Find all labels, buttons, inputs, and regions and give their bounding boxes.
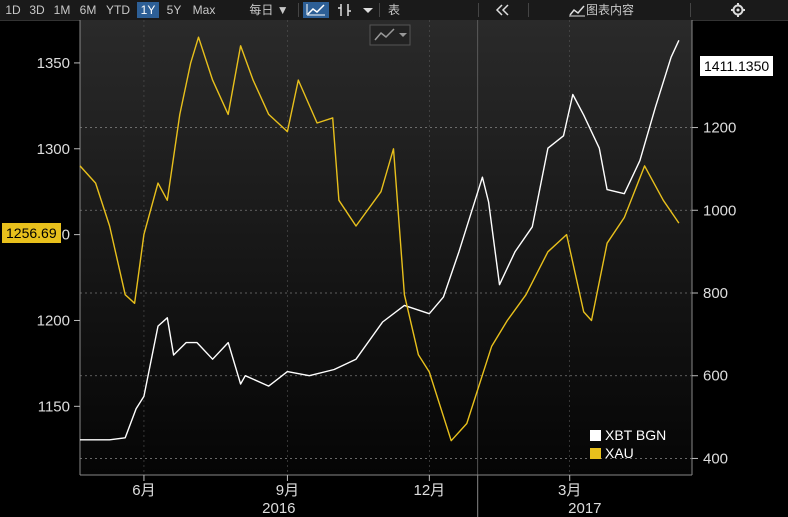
period-button-6m[interactable]: 6M xyxy=(79,3,97,17)
frequency-dropdown[interactable]: 每日 ▼ xyxy=(249,3,289,17)
right-tick-label: 1200 xyxy=(703,120,736,137)
gear-icon[interactable] xyxy=(729,2,747,18)
dropdown-arrow-icon[interactable] xyxy=(360,2,376,18)
chart-contents-button[interactable]: 图表内容 xyxy=(568,2,648,18)
legend-label-xau: XAU xyxy=(605,445,634,461)
legend: XBT BGN XAU xyxy=(590,426,666,462)
x-tick-label: 6月 xyxy=(132,482,155,499)
last-value-badge-xau: 1256.69 xyxy=(2,223,61,243)
bar-chart-icon[interactable] xyxy=(334,2,356,18)
toolbar-divider xyxy=(528,3,529,17)
table-button[interactable]: 表 xyxy=(387,3,400,17)
toolbar-divider xyxy=(690,3,691,17)
toolbar-divider xyxy=(478,3,479,17)
chart-contents-label: 图表内容 xyxy=(586,3,635,17)
period-button-1m[interactable]: 1M xyxy=(53,3,71,17)
left-tick-label: 1300 xyxy=(37,141,70,158)
series-line-xbt-bgn xyxy=(80,40,680,441)
left-tick-label: 1200 xyxy=(37,312,70,329)
collapse-arrows-icon[interactable] xyxy=(493,2,513,18)
toolbar-divider xyxy=(379,3,380,17)
x-tick-label: 9月 xyxy=(276,482,299,499)
period-button-1d[interactable]: 1D xyxy=(5,3,21,17)
right-tick-label: 600 xyxy=(703,368,728,385)
right-tick-label: 800 xyxy=(703,285,728,302)
left-tick-label: 1150 xyxy=(38,398,70,415)
legend-swatch-xau xyxy=(590,447,601,459)
toolbar: 1D 3D 1M 6M YTD 1Y 5Y Max 每日 ▼ 表 图表内容 xyxy=(0,0,788,21)
period-button-1y[interactable]: 1Y xyxy=(137,2,159,18)
chart-type-selector[interactable] xyxy=(369,24,411,46)
legend-label-xbt: XBT BGN xyxy=(605,427,667,443)
legend-item-xau[interactable]: XAU xyxy=(590,444,666,462)
right-tick-label: 400 xyxy=(703,450,728,467)
period-button-max[interactable]: Max xyxy=(192,3,216,17)
period-button-3d[interactable]: 3D xyxy=(29,3,45,17)
year-label-2017: 2017 xyxy=(568,500,601,517)
period-button-5y[interactable]: 5Y xyxy=(166,3,182,17)
legend-swatch-xbt xyxy=(590,429,601,441)
plot-area xyxy=(80,20,692,475)
period-button-ytd[interactable]: YTD xyxy=(106,3,130,17)
series-line-xau xyxy=(79,36,680,442)
right-tick-label: 1000 xyxy=(703,202,736,219)
chart-contents-icon xyxy=(569,5,585,17)
left-tick-label: 1350 xyxy=(37,55,70,72)
line-chart-icon[interactable] xyxy=(303,2,329,18)
last-value-badge-xbt: 1411.1350 xyxy=(700,56,774,76)
year-label-2016: 2016 xyxy=(262,500,295,517)
toolbar-divider xyxy=(298,3,299,17)
x-tick-label: 12月 xyxy=(414,482,446,499)
legend-item-xbt[interactable]: XBT BGN xyxy=(590,426,666,444)
x-tick-label: 3月 xyxy=(558,482,581,499)
